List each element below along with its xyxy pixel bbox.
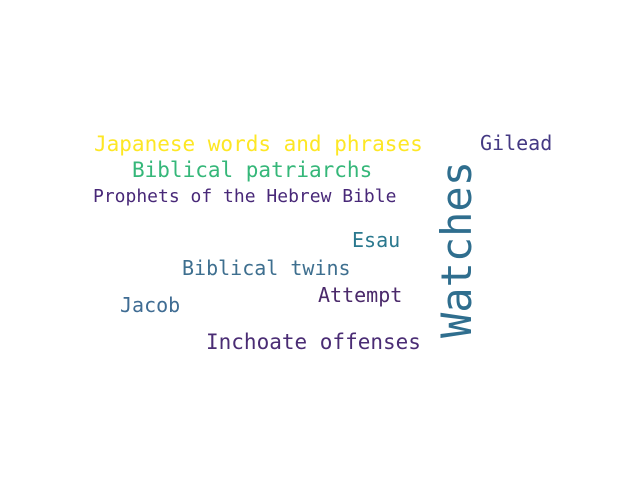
word-biblical-twins: Biblical twins xyxy=(182,256,351,280)
word-biblical-patriarchs: Biblical patriarchs xyxy=(132,158,373,182)
word-watches: Watches xyxy=(432,160,481,338)
word-gilead: Gilead xyxy=(480,131,553,155)
word-inchoate-offenses: Inchoate offenses xyxy=(206,330,421,354)
word-prophets-of-the-hebrew-bible: Prophets of the Hebrew Bible xyxy=(93,186,397,207)
word-attempt: Attempt xyxy=(318,283,403,307)
word-japanese-words-and-phrases: Japanese words and phrases xyxy=(94,132,423,156)
word-esau: Esau xyxy=(352,228,401,252)
word-jacob: Jacob xyxy=(120,293,181,317)
